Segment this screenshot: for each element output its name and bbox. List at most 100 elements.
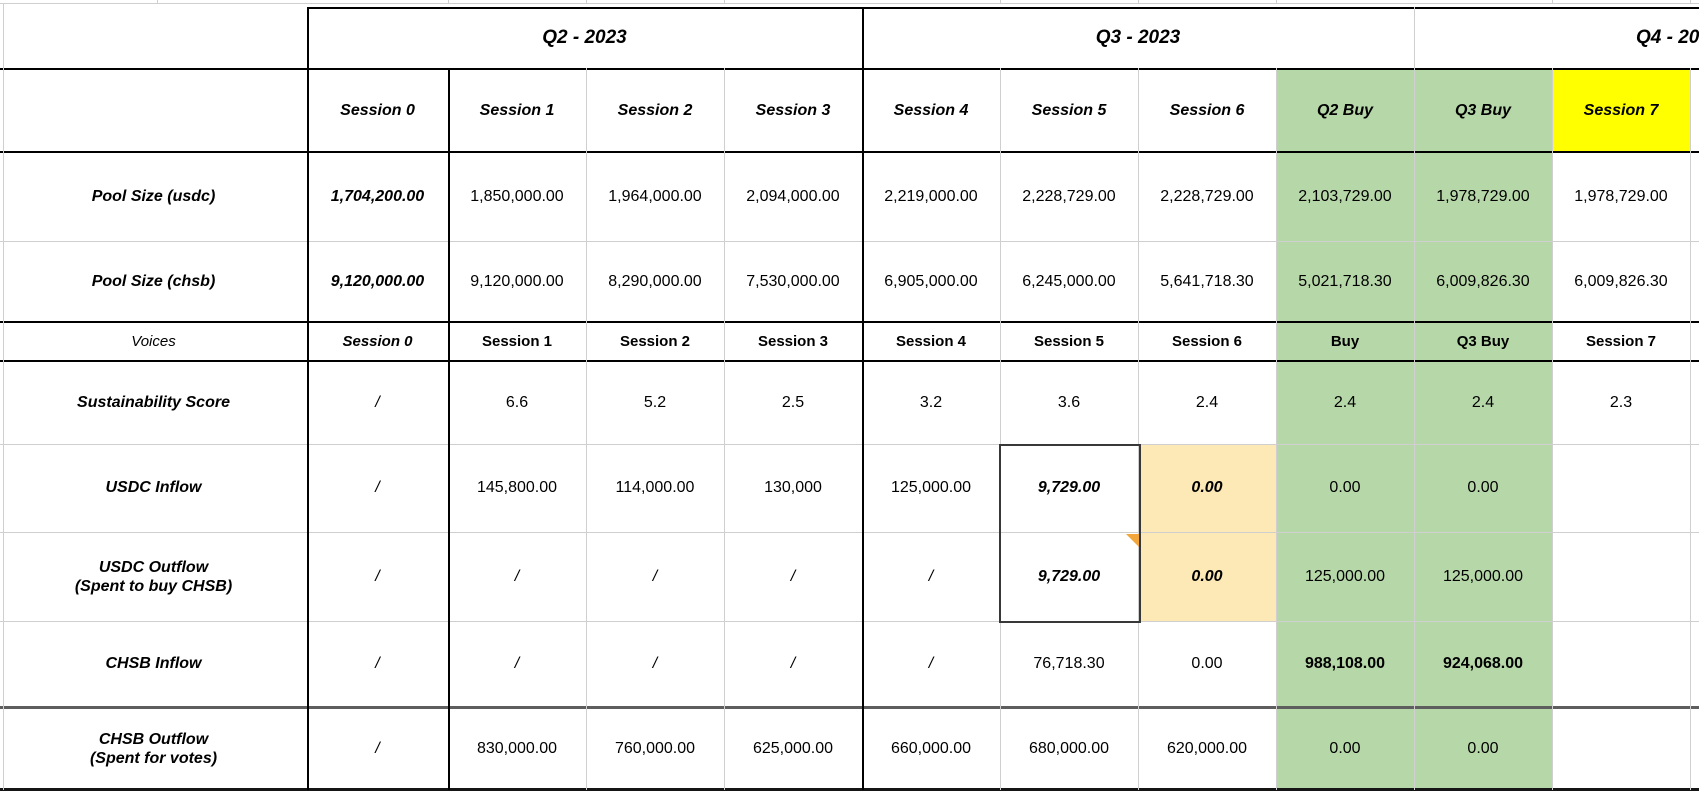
cell-pool-chsb-s0[interactable]: 9,120,000.00 xyxy=(330,272,425,290)
cell-header-session6[interactable]: Session 6 xyxy=(1169,101,1245,119)
row-label-pool-usdc[interactable]: Pool Size (usdc) xyxy=(91,187,216,205)
row-label-chsb-outflow-line1: CHSB Outflow xyxy=(98,730,209,748)
cell-sustain-s6[interactable]: 2.4 xyxy=(1195,393,1219,411)
cell-chsb-out-s0[interactable]: / xyxy=(375,739,380,757)
cell-usdc-in-s5[interactable]: 9,729.00 xyxy=(1037,479,1101,496)
cell-usdc-out-s6[interactable]: 0.00 xyxy=(1191,567,1223,585)
cell-voices-s4[interactable]: Session 4 xyxy=(895,333,967,350)
cell-pool-chsb-s7[interactable]: 6,009,826.30 xyxy=(1574,272,1668,290)
cell-pool-usdc-q3buy[interactable]: 1,978,729.00 xyxy=(1436,187,1530,205)
cell-chsb-in-q2buy[interactable]: 988,108.00 xyxy=(1304,655,1386,672)
cell-voices-s7[interactable]: Session 7 xyxy=(1585,333,1657,350)
cell-usdc-out-s4[interactable]: / xyxy=(928,567,934,585)
cell-pool-chsb-s1[interactable]: 9,120,000.00 xyxy=(470,272,564,290)
cell-usdc-in-s4[interactable]: 125,000.00 xyxy=(890,479,972,496)
cell-pool-usdc-s6[interactable]: 2,228,729.00 xyxy=(1160,187,1254,205)
cell-sustain-s0[interactable]: / xyxy=(375,393,380,411)
cell-header-session5[interactable]: Session 5 xyxy=(1031,101,1107,119)
cell-chsb-out-s2[interactable]: 760,000.00 xyxy=(614,739,696,757)
cell-pool-usdc-s1[interactable]: 1,850,000.00 xyxy=(470,187,564,205)
cell-voices-s0[interactable]: Session 0 xyxy=(342,333,413,350)
cell-pool-usdc-s7[interactable]: 1,978,729.00 xyxy=(1574,187,1668,205)
cell-sustain-q3buy[interactable]: 2.4 xyxy=(1471,393,1495,411)
cell-pool-chsb-q3buy[interactable]: 6,009,826.30 xyxy=(1436,272,1530,290)
cell-usdc-in-q2buy[interactable]: 0.00 xyxy=(1329,479,1361,496)
row-label-sustainability[interactable]: Sustainability Score xyxy=(77,393,230,411)
cell-sustain-s3[interactable]: 2.5 xyxy=(781,393,805,411)
cell-pool-usdc-q2buy[interactable]: 2,103,729.00 xyxy=(1298,187,1392,205)
cell-chsb-in-s4[interactable]: / xyxy=(928,655,934,672)
cell-usdc-in-s1[interactable]: 145,800.00 xyxy=(476,479,558,496)
cell-header-session4[interactable]: Session 4 xyxy=(893,101,969,119)
cell-header-session3[interactable]: Session 3 xyxy=(755,101,831,119)
cell-sustain-s7[interactable]: 2.3 xyxy=(1609,393,1633,411)
cell-header-session7[interactable]: Session 7 xyxy=(1583,101,1659,119)
cell-usdc-in-q3buy[interactable]: 0.00 xyxy=(1467,479,1499,496)
cell-usdc-in-s3[interactable]: 130,000 xyxy=(764,479,822,496)
row-label-chsb-outflow[interactable]: CHSB Outflow (Spent for votes) xyxy=(0,707,307,790)
cell-sustain-s1[interactable]: 6.6 xyxy=(505,393,529,411)
cell-pool-usdc-s5[interactable]: 2,228,729.00 xyxy=(1022,187,1116,205)
cell-header-session1[interactable]: Session 1 xyxy=(479,101,555,119)
cell-sustain-q2buy[interactable]: 2.4 xyxy=(1333,393,1357,411)
cell-voices-s5[interactable]: Session 5 xyxy=(1033,333,1105,350)
cell-pool-chsb-s5[interactable]: 6,245,000.00 xyxy=(1022,272,1116,290)
cell-usdc-out-s2[interactable]: / xyxy=(652,567,658,585)
cell-chsb-out-q3buy[interactable]: 0.00 xyxy=(1467,739,1499,757)
cell-chsb-in-s6[interactable]: 0.00 xyxy=(1191,655,1223,672)
cell-chsb-out-s6[interactable]: 620,000.00 xyxy=(1166,739,1248,757)
cell-chsb-out-s3[interactable]: 625,000.00 xyxy=(752,739,834,757)
row-label-voices[interactable]: Voices xyxy=(131,333,176,350)
cell-chsb-out-q2buy[interactable]: 0.00 xyxy=(1329,739,1361,757)
cell-pool-chsb-s4[interactable]: 6,905,000.00 xyxy=(884,272,978,290)
cell-chsb-in-q3buy[interactable]: 924,068.00 xyxy=(1442,655,1524,672)
cell-usdc-out-s0[interactable]: / xyxy=(375,567,380,585)
cell-header-session0[interactable]: Session 0 xyxy=(340,101,415,119)
cell-voices-s6[interactable]: Session 6 xyxy=(1171,333,1243,350)
cell-voices-buy[interactable]: Buy xyxy=(1330,333,1360,350)
cell-sustain-s2[interactable]: 5.2 xyxy=(643,393,667,411)
cell-pool-chsb-s3[interactable]: 7,530,000.00 xyxy=(746,272,840,290)
cell-voices-s1[interactable]: Session 1 xyxy=(481,333,553,350)
cell-pool-usdc-s0[interactable]: 1,704,200.00 xyxy=(330,187,425,205)
cell-chsb-in-s1[interactable]: / xyxy=(514,655,520,672)
cell-chsb-in-s0[interactable]: / xyxy=(375,655,380,672)
cell-usdc-in-s2[interactable]: 114,000.00 xyxy=(615,479,695,496)
cell-usdc-out-q3buy[interactable]: 125,000.00 xyxy=(1442,567,1524,585)
cell-usdc-in-s6[interactable]: 0.00 xyxy=(1191,479,1223,496)
cell-chsb-in-s5[interactable]: 76,718.30 xyxy=(1033,655,1105,672)
cell-voices-s2[interactable]: Session 2 xyxy=(619,333,691,350)
cell-sustain-s5[interactable]: 3.6 xyxy=(1057,393,1081,411)
cell-quarter-q3[interactable]: Q3 - 2023 xyxy=(1095,27,1181,48)
cell-chsb-in-s3[interactable]: / xyxy=(790,655,796,672)
cell-pool-usdc-s4[interactable]: 2,219,000.00 xyxy=(884,187,978,205)
cell-usdc-out-q2buy[interactable]: 125,000.00 xyxy=(1304,567,1386,585)
cell-quarter-q4[interactable]: Q4 - 2023 xyxy=(1636,27,1699,48)
cell-chsb-out-s5[interactable]: 680,000.00 xyxy=(1028,739,1110,757)
cell-pool-usdc-s3[interactable]: 2,094,000.00 xyxy=(746,187,840,205)
cell-pool-chsb-q2buy[interactable]: 5,021,718.30 xyxy=(1298,272,1392,290)
cell-usdc-out-s3[interactable]: / xyxy=(790,567,796,585)
row-label-usdc-inflow[interactable]: USDC Inflow xyxy=(105,479,202,496)
cell-header-session2[interactable]: Session 2 xyxy=(617,101,693,119)
cell-pool-chsb-s6[interactable]: 5,641,718.30 xyxy=(1160,272,1254,290)
gridline-v-bold xyxy=(448,68,450,790)
highlighted-cell-border-box[interactable] xyxy=(999,444,1141,623)
cell-chsb-out-s4[interactable]: 660,000.00 xyxy=(890,739,972,757)
cell-usdc-in-s0[interactable]: / xyxy=(375,479,380,496)
cell-pool-usdc-s2[interactable]: 1,964,000.00 xyxy=(608,187,702,205)
cell-usdc-out-s5[interactable]: 9,729.00 xyxy=(1037,567,1101,585)
cell-chsb-in-s2[interactable]: / xyxy=(652,655,658,672)
cell-usdc-out-s1[interactable]: / xyxy=(514,567,520,585)
cell-voices-s3[interactable]: Session 3 xyxy=(757,333,829,350)
cell-voices-q3buy[interactable]: Q3 Buy xyxy=(1456,333,1510,350)
cell-sustain-s4[interactable]: 3.2 xyxy=(919,393,943,411)
row-label-usdc-outflow[interactable]: USDC Outflow (Spent to buy CHSB) xyxy=(0,532,307,621)
cell-header-q3buy[interactable]: Q3 Buy xyxy=(1454,101,1511,119)
cell-chsb-out-s1[interactable]: 830,000.00 xyxy=(476,739,558,757)
row-label-chsb-inflow[interactable]: CHSB Inflow xyxy=(105,655,202,672)
cell-header-q2buy[interactable]: Q2 Buy xyxy=(1316,101,1373,119)
cell-pool-chsb-s2[interactable]: 8,290,000.00 xyxy=(608,272,702,290)
cell-quarter-q2[interactable]: Q2 - 2023 xyxy=(542,27,627,48)
row-label-pool-chsb[interactable]: Pool Size (chsb) xyxy=(91,272,216,290)
